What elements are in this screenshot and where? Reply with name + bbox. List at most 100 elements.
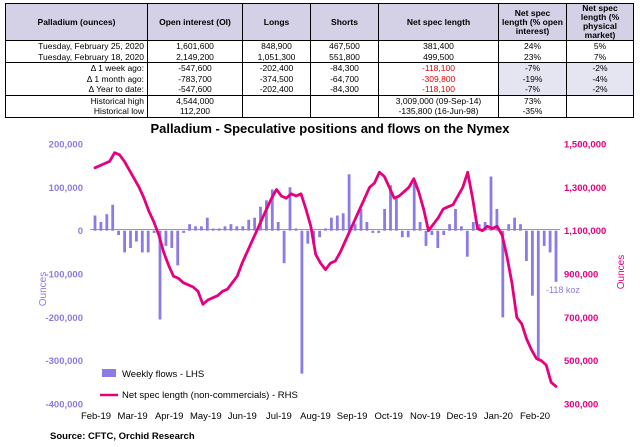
flow-bar (318, 230, 321, 238)
chart-legend: Weekly flows - LHS Net spec length (non-… (100, 369, 298, 401)
left-axis-tick-label: 100,000 (49, 183, 83, 194)
flow-bar (93, 215, 97, 231)
flow-bar (194, 226, 197, 231)
flow-bar (229, 224, 233, 231)
flow-bar (495, 209, 499, 231)
flow-bar (531, 230, 534, 296)
right-axis-label: Ounces (616, 255, 627, 289)
flow-bar (135, 230, 138, 242)
flow-bar (170, 230, 174, 248)
table-cell (310, 94, 379, 106)
source-note: Source: CFTC, Orchid Research (50, 431, 195, 442)
flow-bar (223, 226, 227, 231)
flow-bar (341, 213, 345, 231)
flow-bar (270, 189, 274, 231)
flow-bar (200, 226, 203, 231)
table-cell: 3,009,000 (09-Sep-14) (378, 94, 499, 106)
flow-bar (465, 230, 469, 257)
chart-title: Palladium - Speculative positions and fl… (150, 121, 510, 136)
x-axis-tick-label: Jan-20 (484, 411, 513, 422)
flow-bar (105, 214, 109, 231)
table-cell: 1,601,600 (147, 40, 243, 52)
latest-flow-annotation: -118 koz (546, 285, 580, 295)
flow-bar (513, 217, 516, 231)
flow-bar (377, 230, 381, 233)
flow-bar (548, 230, 552, 253)
flow-bar (525, 230, 528, 261)
positions-table: Palladium (ounces) Open interest (OI) Lo… (5, 3, 634, 118)
flow-bar (335, 215, 339, 231)
table-cell: 551,800 (310, 51, 379, 63)
legend-line-label: Net spec length (non-commercials) - RHS (122, 390, 298, 401)
flow-bar (418, 222, 422, 231)
table-header-cell: Longs (242, 3, 311, 41)
table-cell: -84,300 (310, 62, 379, 74)
table-row: Δ 1 week ago: -547,600 -202,400 -84,300 … (5, 62, 634, 74)
table-cell: 4,544,000 (147, 94, 243, 106)
flow-bar (182, 230, 186, 233)
flow-bar (383, 209, 386, 231)
table-header-cell: Net spec length (% open interest) (498, 3, 567, 41)
flow-bar (235, 226, 239, 231)
table-header-cell: Palladium (ounces) (5, 3, 148, 41)
table-header-cell: Net spec length (% physical market) (566, 3, 634, 41)
flow-bar (395, 198, 398, 231)
flow-bar (265, 200, 268, 231)
legend-bar-label: Weekly flows - LHS (122, 369, 204, 380)
table-cell: 848,900 (242, 40, 311, 52)
table-cell: 73% (498, 94, 567, 106)
x-axis-tick-label: Aug-19 (300, 411, 331, 422)
flow-bar (300, 230, 304, 374)
table-cell: -7% (498, 62, 567, 74)
flow-bar (406, 230, 410, 238)
flow-bar (288, 187, 292, 231)
flow-bar (282, 230, 286, 264)
legend-bar-swatch (102, 369, 116, 377)
table-cell: -118,100 (378, 62, 499, 74)
table-cell: 24% (498, 40, 567, 52)
table-cell (566, 106, 634, 118)
table-cell: Tuesday, February 25, 2020 (5, 40, 148, 52)
right-axis-tick-label: 500,000 (564, 356, 598, 367)
table-cell: -7% (498, 84, 567, 95)
flow-bar (359, 209, 363, 231)
right-axis-tick-label: 1,100,000 (564, 226, 606, 237)
flow-bar (276, 222, 280, 231)
x-axis-tick-label: Nov-19 (410, 411, 441, 422)
net-spec-line (93, 151, 558, 388)
flow-bar (436, 230, 440, 248)
flow-bar (241, 226, 245, 231)
flow-bar (483, 222, 487, 231)
table-cell: -2% (566, 84, 634, 95)
table-cell: -783,700 (147, 73, 243, 84)
flow-bar (99, 222, 103, 231)
table-cell: -202,400 (242, 84, 311, 95)
flow-bar (253, 217, 256, 231)
table-cell: -374,500 (242, 73, 311, 84)
flow-bar (164, 230, 168, 246)
flow-bar (489, 176, 493, 231)
table-cell: -309,800 (378, 73, 499, 84)
flow-bar (306, 230, 310, 244)
table-cell: -19% (498, 73, 567, 84)
flow-bar (471, 222, 475, 231)
flow-bar (454, 209, 457, 231)
positions-chart: Palladium - Speculative positions and fl… (38, 121, 627, 442)
left-axis-tick-label: 200,000 (49, 140, 83, 151)
table-cell: 5% (566, 40, 634, 52)
flow-bar (259, 206, 262, 231)
x-axis-tick-label: Mar-19 (118, 411, 148, 422)
table-cell: Δ 1 week ago: (5, 62, 148, 74)
x-axis-tick-label: Jun-19 (228, 411, 257, 422)
flow-bar (205, 217, 209, 231)
flow-bar (211, 228, 215, 231)
table-row: Δ Year to date: -547,600 -202,400 -84,30… (5, 84, 634, 95)
x-axis-tick-label: Feb-19 (81, 411, 111, 422)
flow-bar (247, 219, 251, 231)
flow-bar (117, 230, 120, 235)
left-axis-tick-label: -300,000 (45, 356, 83, 367)
flow-bar (507, 224, 511, 231)
table-header-cell: Net spec length (378, 3, 499, 41)
left-axis-tick-label: 0 (78, 226, 83, 237)
table-cell: -202,400 (242, 62, 311, 74)
